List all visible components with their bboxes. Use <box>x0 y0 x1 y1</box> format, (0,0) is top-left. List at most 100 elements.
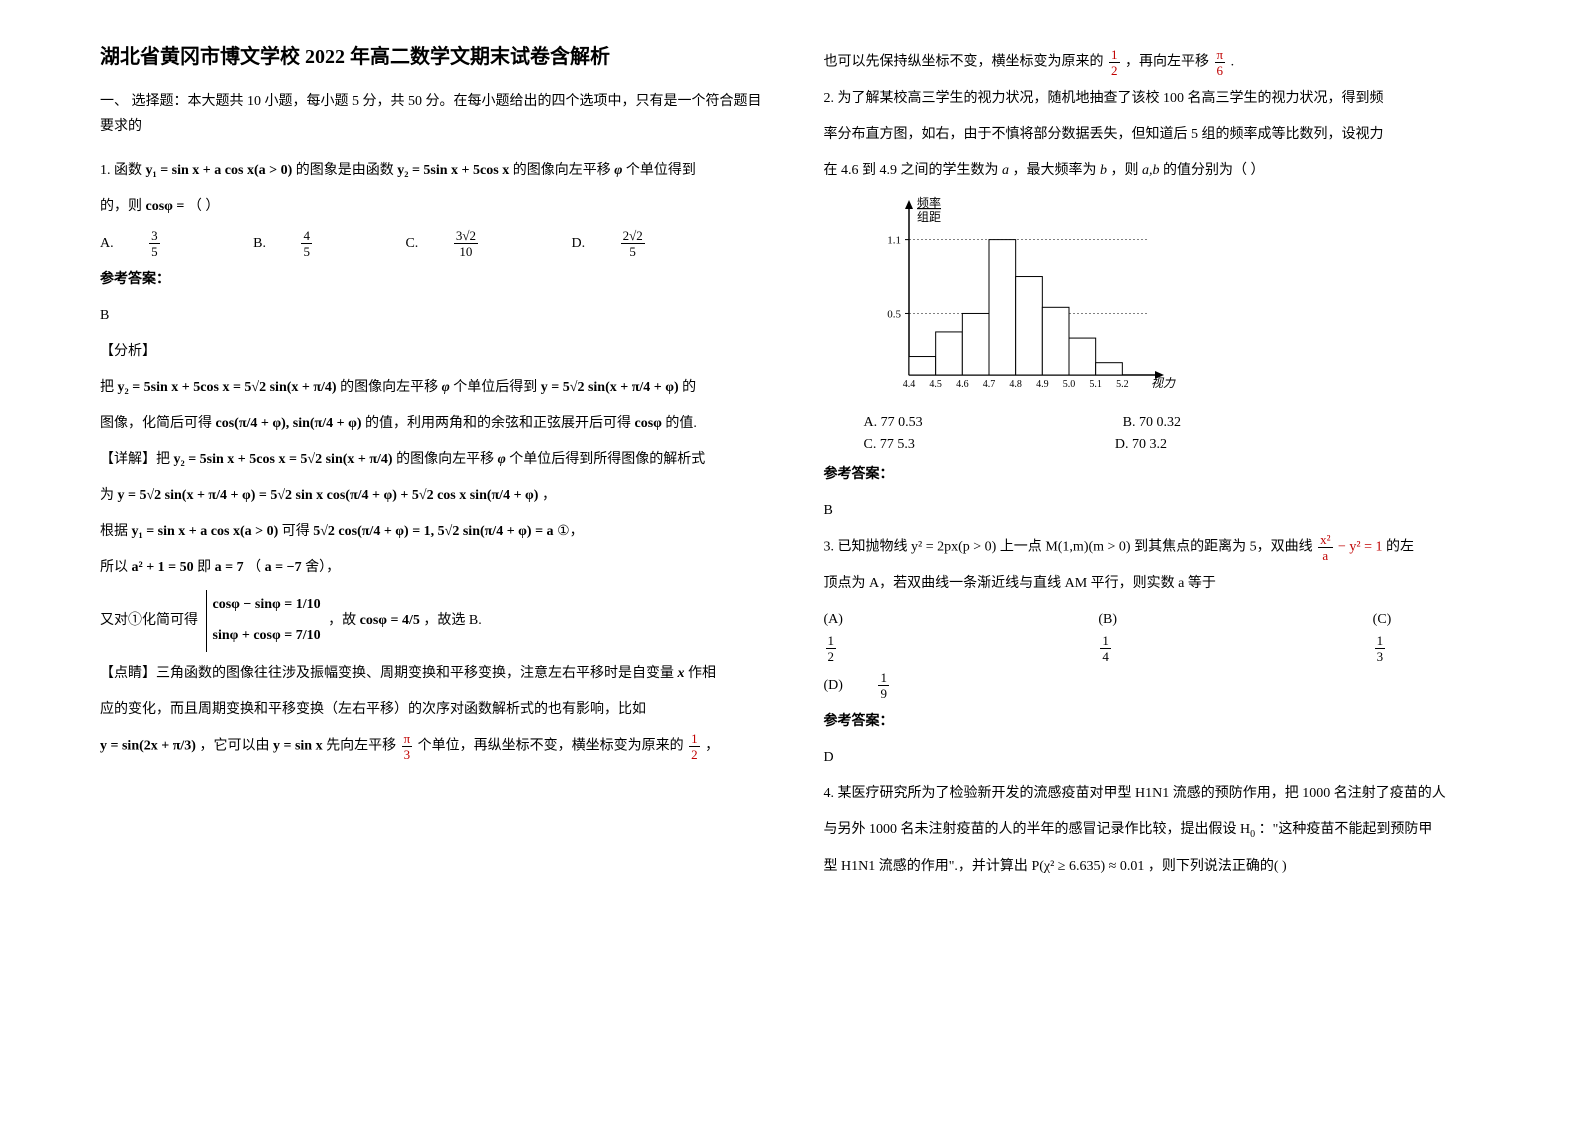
text: . <box>1231 55 1235 70</box>
num: x² <box>1318 533 1332 548</box>
q1-detail-line3: 根据 y₁ = sin x + a cos x(a > 0) 可得 5√2 co… <box>100 518 764 546</box>
page-title: 湖北省黄冈市博文学校 2022 年高二数学文期末试卷含解析 <box>100 40 764 69</box>
text: 的值，利用两角和的余弦和正弦展开后可得 <box>365 416 631 431</box>
text: 3. 已知抛物线 <box>824 540 908 555</box>
text: ，它可以由 <box>199 739 269 754</box>
q2-optB: B. 70 0.32 <box>1123 415 1181 431</box>
num: 4 <box>301 229 312 244</box>
q1-analysis-label: 【分析】 <box>100 338 764 366</box>
num: 2√2 <box>621 229 645 244</box>
q1-stem-line1: 1. 函数 y₁ = sin x + a cos x(a > 0) 的图象是由函… <box>100 157 764 185</box>
den: a <box>1318 548 1332 562</box>
text: 上一点 <box>1000 540 1042 555</box>
q4-stem-line1: 4. 某医疗研究所为了检验新开发的流感疫苗对甲型 H1N1 流感的预防作用，把 … <box>824 780 1488 808</box>
q2-stem-line3: 在 4.6 到 4.9 之间的学生数为 a ，最大频率为 b ，则 a,b 的值… <box>824 157 1488 185</box>
num: π <box>402 732 413 747</box>
text: ，则下列说法正确的( ) <box>1148 859 1287 874</box>
text: 把 <box>100 380 114 395</box>
text: 在 <box>824 163 838 178</box>
text: 又对①化简可得 <box>100 613 198 628</box>
text: （ <box>247 560 261 575</box>
num: 3√2 <box>454 229 478 244</box>
den: 9 <box>878 686 889 700</box>
text: 为 <box>100 488 114 503</box>
formula: a = −7 <box>265 560 302 575</box>
formula: cosφ − sinφ = 1/10 <box>213 590 321 621</box>
q1-detail-line4: 所以 a² + 1 = 50 即 a = 7 （ a = −7 舍）， <box>100 554 764 582</box>
text: ， <box>542 488 556 503</box>
formula: y² = 2px(p > 0) <box>911 540 996 555</box>
svg-text:0.5: 0.5 <box>887 308 901 320</box>
text: 1. 函数 <box>100 163 142 178</box>
text: 的，则 <box>100 199 142 214</box>
text: ，最大频率为 <box>1013 163 1097 178</box>
den: 2 <box>1109 63 1120 77</box>
q1-dianjing-line1: 【点睛】三角函数的图像往往涉及振幅变换、周期变换和平移变换，注意左右平移时是自变… <box>100 660 764 688</box>
text: 个单位后得到所得图像的解析式 <box>509 452 705 467</box>
formula: cosφ <box>634 416 661 431</box>
q1-tail-cont: 也可以先保持纵坐标不变，横坐标变为原来的 12 ，再向左平移 π6 . <box>824 48 1488 77</box>
svg-text:视力: 视力 <box>1151 376 1176 390</box>
formula: 4.9 <box>880 163 898 178</box>
opt-label: (D) <box>824 672 843 700</box>
text: 舍）， <box>305 560 340 575</box>
text: ，则 <box>1111 163 1139 178</box>
formula: P(χ² ≥ 6.635) ≈ 0.01 <box>1031 859 1144 874</box>
svg-text:4.8: 4.8 <box>1009 379 1022 390</box>
den: 2 <box>826 649 837 663</box>
formula: y₂ = 5sin x + 5cos x <box>397 163 509 178</box>
q1-tail: y = sin(2x + π/3) ，它可以由 y = sin x 先向左平移 … <box>100 732 764 761</box>
svg-text:频率: 频率 <box>917 195 941 210</box>
q2-optA: A. 77 0.53 <box>864 415 923 431</box>
text: 先向左平移 <box>326 739 396 754</box>
q2-stem-line2: 率分布直方图，如右，由于不慎将部分数据丢失，但知道后 5 组的频率成等比数列，设… <box>824 121 1488 149</box>
q3-options-row2: (D) 19 <box>824 671 1488 700</box>
opt-label: A. <box>100 230 114 258</box>
den: 5 <box>621 244 645 258</box>
text: 根据 <box>100 524 128 539</box>
text: 的左 <box>1386 540 1414 555</box>
q1-stem-line2: 的，则 cosφ = （ ） <box>100 193 764 221</box>
formula: a,b <box>1142 163 1160 178</box>
formula: cos(π/4 + φ), sin(π/4 + φ) <box>216 416 362 431</box>
num: 3 <box>149 229 160 244</box>
formula: y = sin(2x + π/3) <box>100 739 196 754</box>
formula: y = sin x <box>273 739 323 754</box>
q1-optC: C. 3√210 <box>405 229 537 258</box>
q1-detail-line5: 又对①化简可得 cosφ − sinφ = 1/10 sinφ + cosφ =… <box>100 590 764 652</box>
text: ，再向左平移 <box>1125 55 1209 70</box>
formula: a² + 1 = 50 <box>132 560 194 575</box>
text: ，故 <box>328 613 356 628</box>
num: 1 <box>1109 48 1120 63</box>
text: 之间的学生数为 <box>901 163 999 178</box>
text: （ ） <box>188 199 220 214</box>
formula: M(1,m)(m > 0) <box>1045 540 1130 555</box>
text: 个单位，再纵坐标不变，横坐标变为原来的 <box>418 739 684 754</box>
opt-label: (C) <box>1373 606 1392 634</box>
svg-text:4.4: 4.4 <box>902 379 915 390</box>
text: ①， <box>557 524 584 539</box>
text: 所以 <box>100 560 128 575</box>
q1-optB: B. 45 <box>253 229 372 258</box>
q3-stem-line1: 3. 已知抛物线 y² = 2px(p > 0) 上一点 M(1,m)(m > … <box>824 533 1488 562</box>
den: 3 <box>1375 649 1386 663</box>
svg-text:4.9: 4.9 <box>1036 379 1049 390</box>
q1-ana-line2: 图像，化简后可得 cos(π/4 + φ), sin(π/4 + φ) 的值，利… <box>100 410 764 438</box>
text: 的 <box>682 380 696 395</box>
text: ："这种疫苗不能起到预防甲 <box>1259 822 1433 837</box>
q3-optA: (A) 12 <box>824 606 909 663</box>
text: ，故选 B. <box>423 613 481 628</box>
formula: − y² = 1 <box>1335 540 1383 555</box>
den: 10 <box>454 244 478 258</box>
den: 5 <box>149 244 160 258</box>
formula: y = 5√2 sin(x + π/4 + φ) <box>541 380 679 395</box>
opt-label: D. <box>571 230 585 258</box>
formula: cosφ = <box>146 199 185 214</box>
svg-text:5.0: 5.0 <box>1062 379 1075 390</box>
svg-text:5.1: 5.1 <box>1089 379 1102 390</box>
text: 的图像向左平移 <box>340 380 438 395</box>
text: 作相 <box>688 666 716 681</box>
text: 的图像向左平移 <box>513 163 611 178</box>
q4-stem-line2: 与另外 1000 名未注射疫苗的人的半年的感冒记录作比较，提出假设 H0 ："这… <box>824 816 1488 845</box>
formula: y₁ = sin x + a cos x(a > 0) <box>146 163 293 178</box>
